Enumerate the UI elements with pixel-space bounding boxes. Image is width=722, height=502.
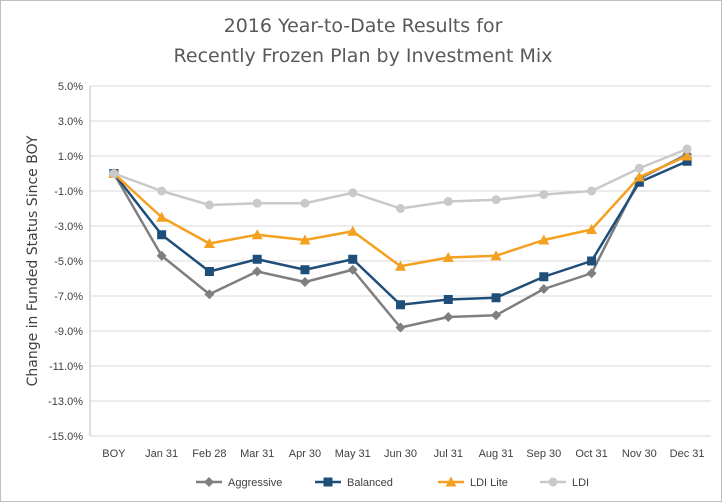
- y-axis-label: Change in Funded Status Since BOY: [25, 135, 41, 386]
- data-point-2-7: [442, 252, 454, 262]
- data-point-2-3: [251, 229, 263, 240]
- data-point-3-10: [587, 186, 597, 196]
- data-point-1-12: [682, 156, 692, 166]
- data-point-1-11: [634, 177, 644, 187]
- chart-title-line-2: Recently Frozen Plan by Investment Mix: [174, 45, 553, 67]
- x-tick-label-1: Jan 31: [145, 448, 178, 460]
- data-point-3-8: [491, 195, 501, 205]
- y-tick-label-6: -7.0%: [54, 291, 83, 303]
- data-point-3-2: [204, 200, 214, 210]
- legend-marker-0: [204, 477, 214, 487]
- chart-title-line-1: 2016 Year-to-Date Results for: [224, 15, 503, 37]
- legend-item-1: Balanced: [315, 477, 393, 489]
- series-ldi: [109, 144, 692, 213]
- y-tick-label-5: -5.0%: [54, 256, 83, 268]
- data-point-0-9: [538, 284, 549, 294]
- legend-label-0: Aggressive: [228, 477, 282, 489]
- data-point-1-9: [539, 272, 549, 282]
- data-point-2-9: [538, 234, 550, 245]
- x-tick-label-9: Sep 30: [526, 448, 561, 460]
- data-point-1-1: [157, 230, 167, 240]
- x-tick-label-10: Oct 31: [575, 448, 607, 460]
- data-point-0-5: [347, 264, 358, 275]
- y-tick-label-4: -3.0%: [54, 221, 83, 233]
- data-point-1-3: [252, 254, 262, 264]
- data-point-0-6: [395, 322, 406, 333]
- x-tick-label-11: Nov 30: [622, 448, 657, 460]
- series-line-3: [113, 147, 688, 210]
- data-point-0-3: [252, 266, 263, 277]
- data-point-3-0: [109, 169, 119, 178]
- data-point-3-1: [157, 186, 167, 196]
- data-point-0-8: [491, 310, 502, 321]
- y-tick-label-0: 5.0%: [58, 81, 83, 93]
- series-balanced: [109, 156, 692, 310]
- data-point-3-5: [348, 188, 358, 198]
- data-point-1-2: [204, 267, 214, 276]
- legend-label-1: Balanced: [347, 477, 393, 489]
- x-tick-label-2: Feb 28: [192, 448, 226, 460]
- legend-label-3: LDI: [572, 477, 589, 489]
- data-point-3-4: [300, 198, 310, 208]
- legend-item-3: LDI: [540, 477, 589, 489]
- x-tick-label-6: Jun 30: [384, 448, 417, 460]
- data-point-2-4: [299, 234, 311, 245]
- legend-marker-2: [445, 476, 457, 487]
- data-point-2-6: [395, 260, 406, 271]
- axes: 5.0% 3.0% 1.0% -1.0% -3.0% -5.0% -7.0% -9.0% -11…: [48, 81, 704, 460]
- data-point-1-5: [348, 254, 358, 264]
- data-point-1-8: [491, 293, 501, 303]
- x-tick-label-3: Mar 31: [240, 448, 274, 460]
- data-point-2-2: [203, 238, 215, 248]
- legend-item-2: LDI Lite: [438, 476, 508, 489]
- x-tick-label-7: Jul 31: [434, 448, 463, 460]
- data-point-1-6: [396, 300, 405, 310]
- y-tick-label-10: -15.0%: [48, 431, 83, 443]
- x-tick-label-4: Apr 30: [289, 448, 321, 460]
- y-tick-label-9: -13.0%: [48, 396, 83, 408]
- y-tick-label-8: -11.0%: [49, 361, 83, 373]
- x-tick-label-8: Aug 31: [479, 448, 514, 460]
- data-point-3-12: [682, 144, 692, 154]
- x-tick-label-12: Dec 31: [670, 448, 705, 460]
- y-tick-label-1: 3.0%: [58, 116, 83, 128]
- data-point-0-10: [586, 268, 597, 279]
- y-tick-label-7: -9.0%: [54, 326, 83, 338]
- legend: Aggressive Balanced LDI Lite LDI: [196, 476, 589, 489]
- data-point-2-8: [490, 250, 502, 261]
- data-point-0-7: [443, 312, 454, 322]
- y-tick-label-2: 1.0%: [58, 151, 83, 163]
- data-point-0-4: [299, 277, 310, 287]
- data-point-3-9: [539, 190, 549, 199]
- x-tick-label-5: May 31: [335, 448, 371, 460]
- data-point-2-12: [681, 150, 693, 161]
- data-point-3-11: [634, 163, 644, 173]
- legend-item-0: Aggressive: [196, 477, 282, 489]
- series-group: [108, 144, 693, 333]
- data-point-0-1: [156, 250, 167, 261]
- x-tick-label-0: BOY: [102, 448, 126, 460]
- data-point-3-7: [443, 197, 453, 206]
- data-point-0-2: [204, 289, 215, 300]
- series-ldi-lite: [108, 150, 693, 271]
- series-line-1: [112, 160, 688, 306]
- data-point-1-7: [443, 295, 453, 304]
- data-point-2-11: [633, 171, 645, 182]
- data-point-2-5: [347, 225, 359, 236]
- data-point-2-10: [586, 224, 598, 234]
- y-tick-label-3: -1.0%: [54, 186, 83, 198]
- data-point-3-6: [396, 204, 405, 213]
- data-point-3-3: [252, 198, 262, 208]
- legend-marker-3: [548, 477, 558, 487]
- data-point-2-1: [156, 211, 168, 222]
- data-point-1-4: [300, 265, 310, 275]
- data-point-1-10: [587, 256, 597, 266]
- legend-label-2: LDI Lite: [470, 477, 508, 489]
- legend-marker-1: [323, 477, 333, 487]
